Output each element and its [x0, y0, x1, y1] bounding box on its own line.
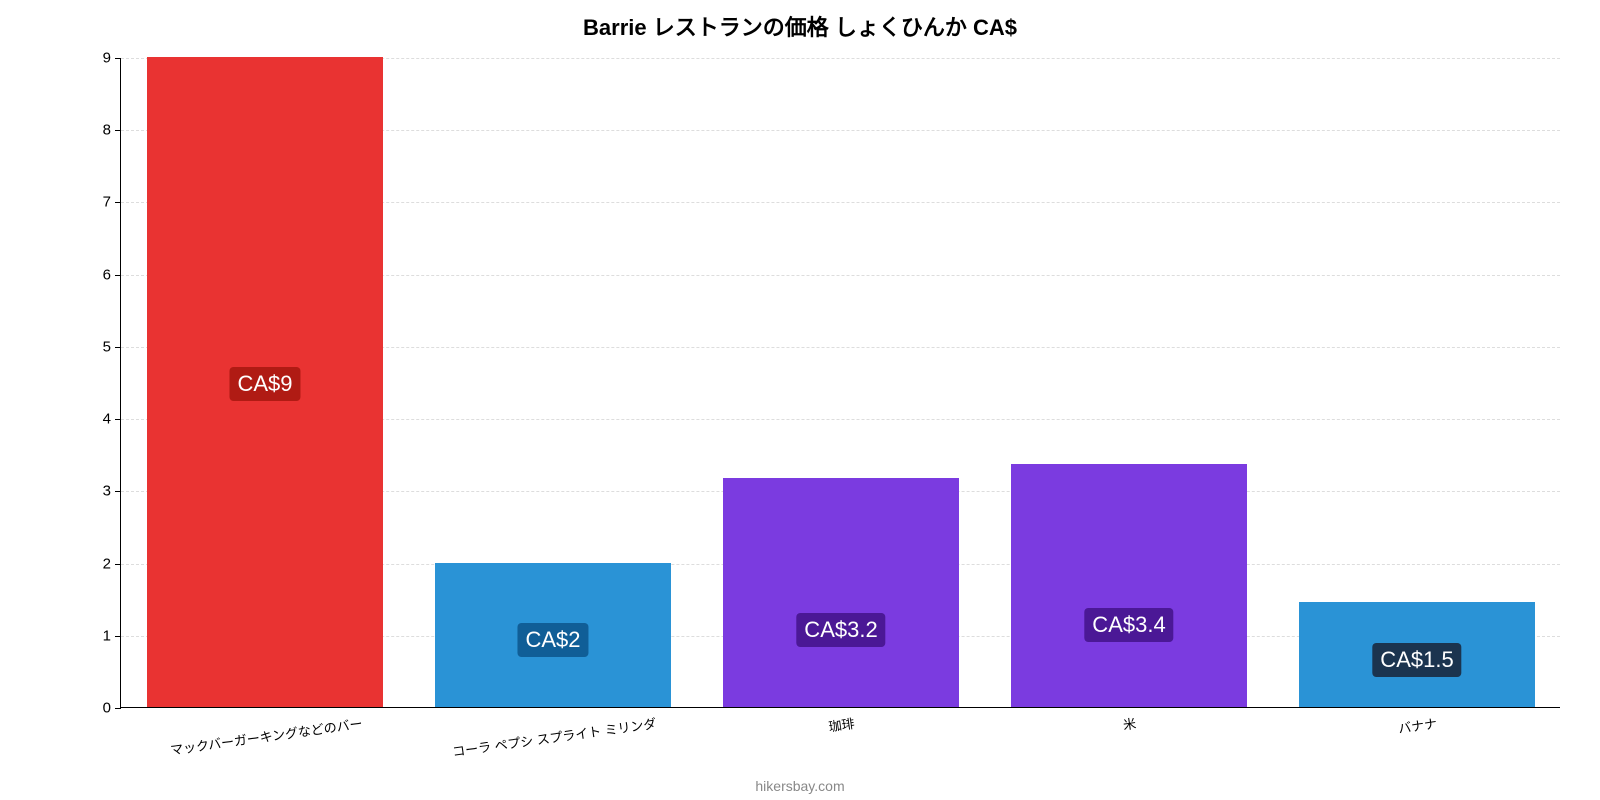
- bar-value-badge: CA$9: [229, 367, 300, 401]
- y-tick-mark: [115, 58, 121, 59]
- x-axis-label: バナナ: [1397, 713, 1438, 737]
- bar-value-badge: CA$1.5: [1372, 643, 1461, 677]
- x-axis-label: 米: [1122, 713, 1138, 734]
- x-axis-label: マックバーガーキングなどのバー: [169, 713, 364, 759]
- chart-container: Barrie レストランの価格 しょくひんか CA$ 0123456789CA$…: [0, 0, 1600, 800]
- y-tick-label: 3: [103, 483, 111, 500]
- y-tick-label: 0: [103, 700, 111, 717]
- y-tick-label: 1: [103, 627, 111, 644]
- x-axis-label: コーラ ペプシ スプライト ミリンダ: [451, 713, 657, 760]
- y-tick-label: 7: [103, 194, 111, 211]
- bar: [723, 478, 959, 707]
- bar: [1011, 464, 1247, 707]
- y-tick-mark: [115, 130, 121, 131]
- y-tick-mark: [115, 491, 121, 492]
- footer-credit: hikersbay.com: [0, 778, 1600, 794]
- y-tick-mark: [115, 347, 121, 348]
- y-tick-mark: [115, 636, 121, 637]
- y-tick-mark: [115, 202, 121, 203]
- bar-value-badge: CA$3.2: [796, 613, 885, 647]
- chart-title: Barrie レストランの価格 しょくひんか CA$: [0, 10, 1600, 42]
- y-tick-mark: [115, 564, 121, 565]
- bar-value-badge: CA$3.4: [1084, 608, 1173, 642]
- y-tick-mark: [115, 275, 121, 276]
- bar-value-badge: CA$2: [517, 623, 588, 657]
- plot-area: 0123456789CA$9マックバーガーキングなどのバーCA$2コーラ ペプシ…: [120, 58, 1560, 708]
- y-tick-mark: [115, 708, 121, 709]
- y-tick-mark: [115, 419, 121, 420]
- y-tick-label: 6: [103, 266, 111, 283]
- y-tick-label: 5: [103, 338, 111, 355]
- x-axis-label: 珈琲: [827, 713, 855, 735]
- y-tick-label: 9: [103, 50, 111, 67]
- y-tick-label: 2: [103, 555, 111, 572]
- y-tick-label: 4: [103, 411, 111, 428]
- y-tick-label: 8: [103, 122, 111, 139]
